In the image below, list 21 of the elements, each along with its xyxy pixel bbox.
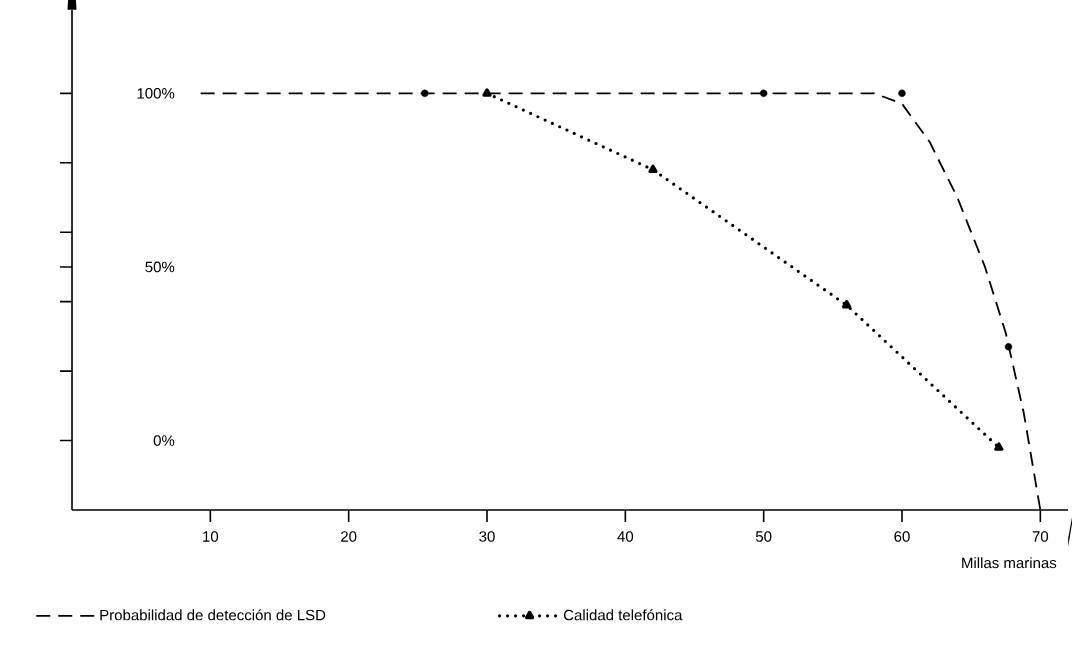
- x-tick-label: 50: [755, 531, 772, 542]
- x-axis-title: Millas marinas: [962, 557, 1057, 569]
- y-tick-label: 50%: [145, 261, 175, 273]
- x-tick-label: 20: [341, 531, 357, 542]
- x-tick-label: 30: [479, 531, 495, 542]
- point: [994, 442, 1004, 451]
- y-tick-label: 100%: [137, 88, 175, 99]
- legend-label: Probabilidad de detección de LSD: [100, 609, 326, 621]
- x-tick-label: 60: [894, 531, 910, 542]
- y-tick-label: 0%: [153, 435, 175, 446]
- point: [759, 89, 768, 98]
- point: [1004, 343, 1013, 351]
- point: [648, 164, 658, 174]
- point: [421, 89, 429, 98]
- point: [898, 89, 906, 98]
- x-tick-label: 70: [1032, 531, 1049, 542]
- point: [482, 88, 492, 97]
- x-tick-label: 10: [203, 531, 219, 542]
- legend-label: Calidad telefónica: [563, 609, 683, 621]
- x-tick-label: 40: [617, 531, 634, 542]
- point: [842, 300, 852, 309]
